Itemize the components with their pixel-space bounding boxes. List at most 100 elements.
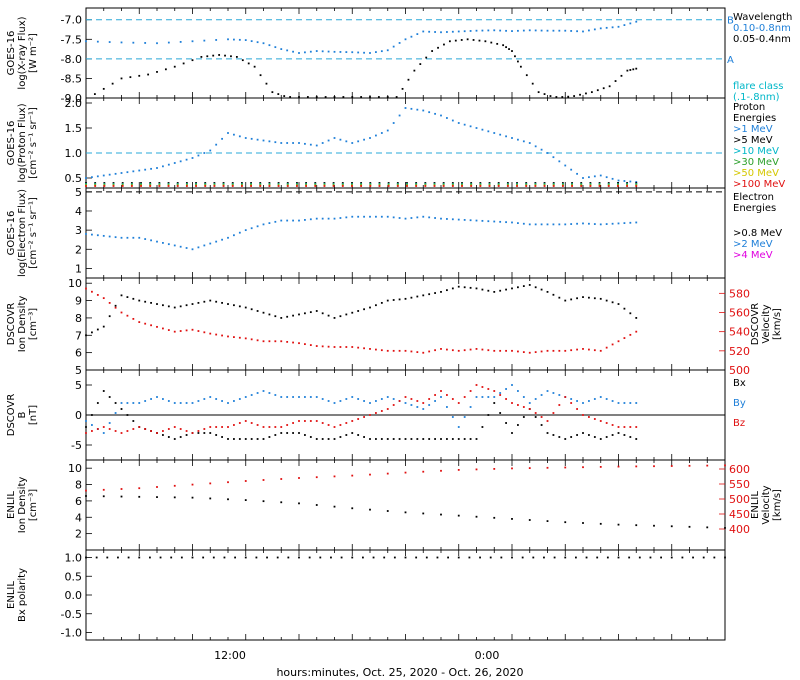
data-point <box>103 185 106 187</box>
data-point <box>357 215 360 218</box>
data-point <box>463 30 466 33</box>
data-point <box>623 180 626 182</box>
data-point <box>369 438 371 440</box>
data-point <box>398 42 401 44</box>
data-point <box>481 288 484 291</box>
data-point <box>457 218 460 221</box>
data-point <box>546 290 549 293</box>
data-point <box>173 162 176 164</box>
data-point <box>156 167 158 169</box>
data-point <box>629 221 632 224</box>
data-point <box>407 78 410 81</box>
data-point <box>623 307 626 310</box>
data-point <box>304 396 306 398</box>
y2-axis-title: [km/s] <box>772 489 783 521</box>
data-point <box>197 400 200 402</box>
data-point <box>259 185 262 187</box>
data-point <box>416 351 419 354</box>
data-point <box>114 402 117 404</box>
data-point <box>85 334 87 337</box>
data-point <box>457 514 460 517</box>
data-point <box>309 436 312 438</box>
data-point <box>369 96 371 98</box>
data-point <box>262 479 265 481</box>
data-point <box>543 185 546 187</box>
data-point <box>235 56 238 58</box>
data-point <box>479 185 482 187</box>
data-point <box>156 496 158 498</box>
data-point <box>315 396 318 398</box>
data-point <box>487 130 490 133</box>
data-point <box>333 438 336 440</box>
data-point <box>534 223 537 226</box>
data-point <box>268 313 271 316</box>
data-point <box>298 477 300 479</box>
data-point <box>333 96 336 98</box>
data-point <box>227 236 229 239</box>
data-point <box>268 44 271 47</box>
data-point <box>442 182 445 184</box>
y-axis-title: GOES-16 <box>6 121 17 166</box>
data-point <box>298 396 300 398</box>
data-point <box>395 96 398 98</box>
data-point <box>250 137 253 140</box>
data-point <box>497 185 500 187</box>
y-tick-label: 1.5 <box>65 122 83 135</box>
data-point <box>469 125 472 128</box>
data-point <box>599 27 602 30</box>
data-point <box>102 426 105 428</box>
data-point <box>457 426 460 428</box>
data-point <box>525 185 528 187</box>
data-point <box>191 483 194 486</box>
y-tick-label: 5 <box>75 379 82 392</box>
data-point <box>505 388 507 390</box>
data-point <box>511 50 513 52</box>
data-point <box>233 336 235 338</box>
data-point <box>576 348 578 351</box>
data-point <box>150 324 152 327</box>
data-point <box>599 438 602 440</box>
data-point <box>599 396 602 398</box>
data-point <box>342 96 345 98</box>
data-point <box>440 348 442 350</box>
data-point <box>314 182 317 184</box>
data-point <box>262 438 265 440</box>
data-point <box>233 424 235 426</box>
data-point <box>396 182 399 184</box>
data-point <box>487 388 490 390</box>
data-point <box>121 183 124 186</box>
data-point <box>218 54 221 56</box>
data-point <box>268 392 271 394</box>
data-point <box>398 217 401 219</box>
data-point <box>292 432 294 434</box>
data-point <box>94 182 97 184</box>
data-point <box>144 322 147 325</box>
data-point <box>167 436 170 438</box>
y2-tick-label: 540 <box>729 326 750 339</box>
data-point <box>332 185 335 187</box>
data-point <box>120 408 123 410</box>
data-point <box>431 50 434 52</box>
data-point <box>588 296 590 299</box>
data-point <box>440 513 442 516</box>
data-point <box>499 220 502 223</box>
data-point <box>596 89 599 92</box>
data-point <box>255 556 258 559</box>
data-point <box>528 142 531 144</box>
data-point <box>112 185 115 187</box>
data-point <box>132 428 135 430</box>
y-tick-label: -5 <box>71 439 82 452</box>
data-point <box>280 219 283 222</box>
data-point <box>91 414 93 416</box>
data-point <box>506 185 509 187</box>
data-point <box>573 95 576 97</box>
data-point <box>570 436 573 438</box>
data-point <box>298 313 300 316</box>
data-point <box>567 95 570 98</box>
data-point <box>511 287 513 290</box>
data-point <box>576 408 578 410</box>
data-point <box>138 495 141 498</box>
data-point <box>241 183 243 186</box>
series-by <box>85 384 638 434</box>
data-point <box>434 292 436 294</box>
